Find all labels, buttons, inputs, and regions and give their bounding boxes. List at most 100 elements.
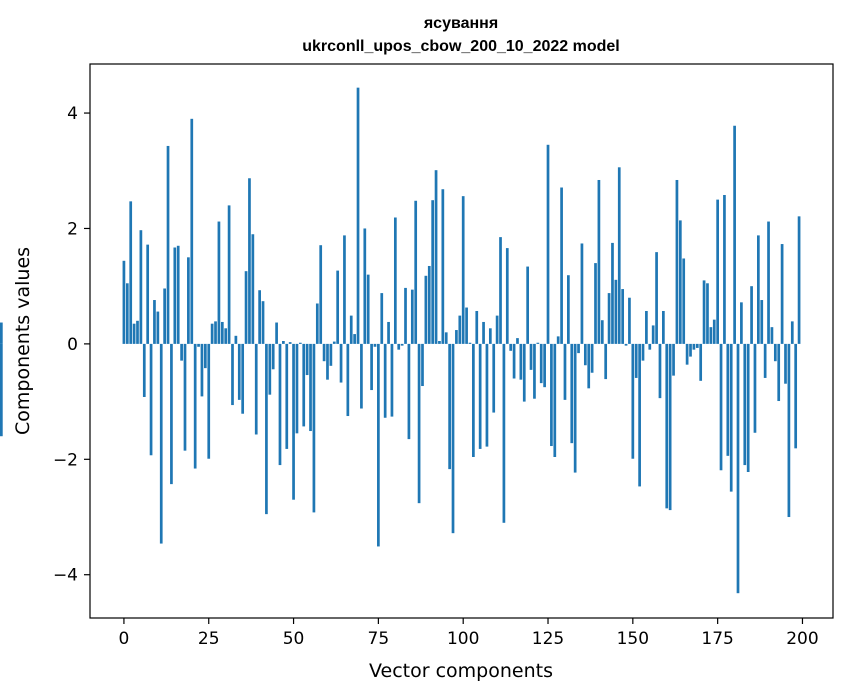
- bar-component-30: [224, 328, 228, 344]
- bar-component-137: [587, 343, 591, 389]
- bar-component-109: [492, 343, 496, 413]
- bar-component-107: [485, 343, 489, 447]
- bar-component-118: [522, 343, 526, 402]
- bar-component-75: [377, 343, 380, 547]
- bar-component-22: [197, 343, 200, 347]
- bar-component-135: [580, 243, 584, 344]
- bar-component-91: [431, 200, 435, 344]
- bar-component-58: [319, 245, 323, 344]
- bar-component-57: [315, 303, 319, 344]
- bar-component-178: [726, 343, 730, 456]
- x-tick-label: 125: [532, 629, 564, 649]
- bar-component-161: [668, 343, 672, 511]
- bar-component-108: [488, 328, 492, 344]
- bar-component-174: [712, 319, 716, 344]
- bar-component-16: [176, 245, 180, 344]
- bar-component-179: [729, 343, 733, 492]
- bar-component-104: [475, 310, 479, 344]
- bar-component-151: [634, 343, 638, 378]
- bar-component-142: [604, 343, 608, 380]
- bar-component-56: [312, 343, 316, 513]
- bar-component-155: [648, 343, 652, 350]
- bar-component-173: [709, 327, 713, 344]
- bar-component-48: [285, 343, 289, 449]
- bar-component-93: [438, 341, 441, 344]
- bar-component-130: [563, 343, 567, 400]
- bar-component-76: [380, 293, 384, 344]
- bar-component-26: [210, 323, 214, 344]
- bar-component-153: [641, 343, 645, 361]
- bar-component-121: [533, 343, 536, 399]
- bar-component-147: [621, 289, 625, 344]
- bar-component-196: [787, 343, 791, 518]
- x-tick-label: 75: [368, 629, 390, 649]
- bar-component-159: [662, 310, 665, 344]
- bar-component-100: [461, 196, 465, 344]
- bar-component-27: [214, 321, 217, 344]
- bar-component-66: [346, 343, 350, 417]
- bar-component-65: [343, 235, 346, 344]
- y-tick-label: −4: [53, 566, 78, 586]
- bar-component-154: [645, 310, 648, 344]
- y-axis-ticks: −4 −2 0 2 4: [53, 104, 90, 586]
- y-tick-label: −2: [53, 450, 78, 470]
- bar-component-64: [339, 343, 343, 383]
- bar-component-31: [227, 205, 231, 344]
- bar-component-165: [682, 258, 686, 344]
- bar-component-32: [231, 343, 234, 406]
- bar-component-15: [173, 247, 177, 344]
- bar-component-82: [400, 343, 404, 346]
- bar-component-102: [468, 342, 472, 344]
- bar-component-189: [763, 343, 767, 378]
- bar-component-180: [733, 125, 736, 344]
- bar-component-7: [146, 244, 150, 344]
- bar-component-139: [594, 263, 597, 344]
- bar-component-134: [577, 343, 580, 354]
- bar-component-141: [600, 320, 604, 344]
- bar-component-24: [203, 343, 207, 369]
- bar-component-83: [404, 287, 407, 344]
- bar-component-115: [512, 343, 516, 379]
- bar-component-86: [414, 200, 418, 344]
- bar-component-79: [390, 343, 394, 417]
- bar-component-94: [441, 189, 445, 344]
- bar-component-152: [638, 343, 641, 487]
- bars-group: [0, 87, 801, 594]
- bar-component-51: [295, 343, 299, 434]
- bar-component-123: [539, 343, 543, 384]
- bar-component-129: [560, 187, 563, 344]
- bar-component-117: [519, 343, 523, 380]
- bar-component-116: [516, 338, 519, 344]
- bar-component-162: [672, 343, 675, 376]
- bar-component-17: [180, 343, 183, 361]
- bar-component-33: [234, 335, 238, 344]
- bar-component-157: [655, 252, 658, 344]
- bar-component-43: [268, 343, 272, 395]
- bar-component-103: [472, 343, 475, 457]
- bar-component-112: [502, 343, 506, 523]
- bar-component-69: [356, 87, 360, 344]
- bar-component-164: [678, 220, 682, 344]
- x-axis-label: Vector components: [369, 660, 553, 682]
- y-tick-label: 4: [67, 104, 78, 124]
- bar-component-60: [326, 343, 329, 380]
- bar-component-193: [777, 343, 781, 402]
- bar-component-167: [689, 343, 692, 357]
- bar-component-98: [455, 330, 458, 344]
- bar-component-85: [410, 289, 414, 344]
- bar-component-170: [699, 343, 703, 381]
- bar-component-63: [336, 270, 340, 344]
- bar-component-37: [248, 178, 251, 344]
- bar-component-92: [434, 170, 438, 344]
- plot-frame: [89, 63, 834, 619]
- bar-component-14: [170, 343, 173, 485]
- bar-component-166: [685, 343, 689, 365]
- bar-component-78: [387, 321, 390, 344]
- bar-component-127: [553, 343, 557, 457]
- bar-component-49: [288, 342, 292, 344]
- bar-component-4: [136, 320, 139, 344]
- x-tick-label: 175: [701, 629, 733, 649]
- bar-component-119: [526, 266, 530, 344]
- bar-component-172: [706, 283, 709, 344]
